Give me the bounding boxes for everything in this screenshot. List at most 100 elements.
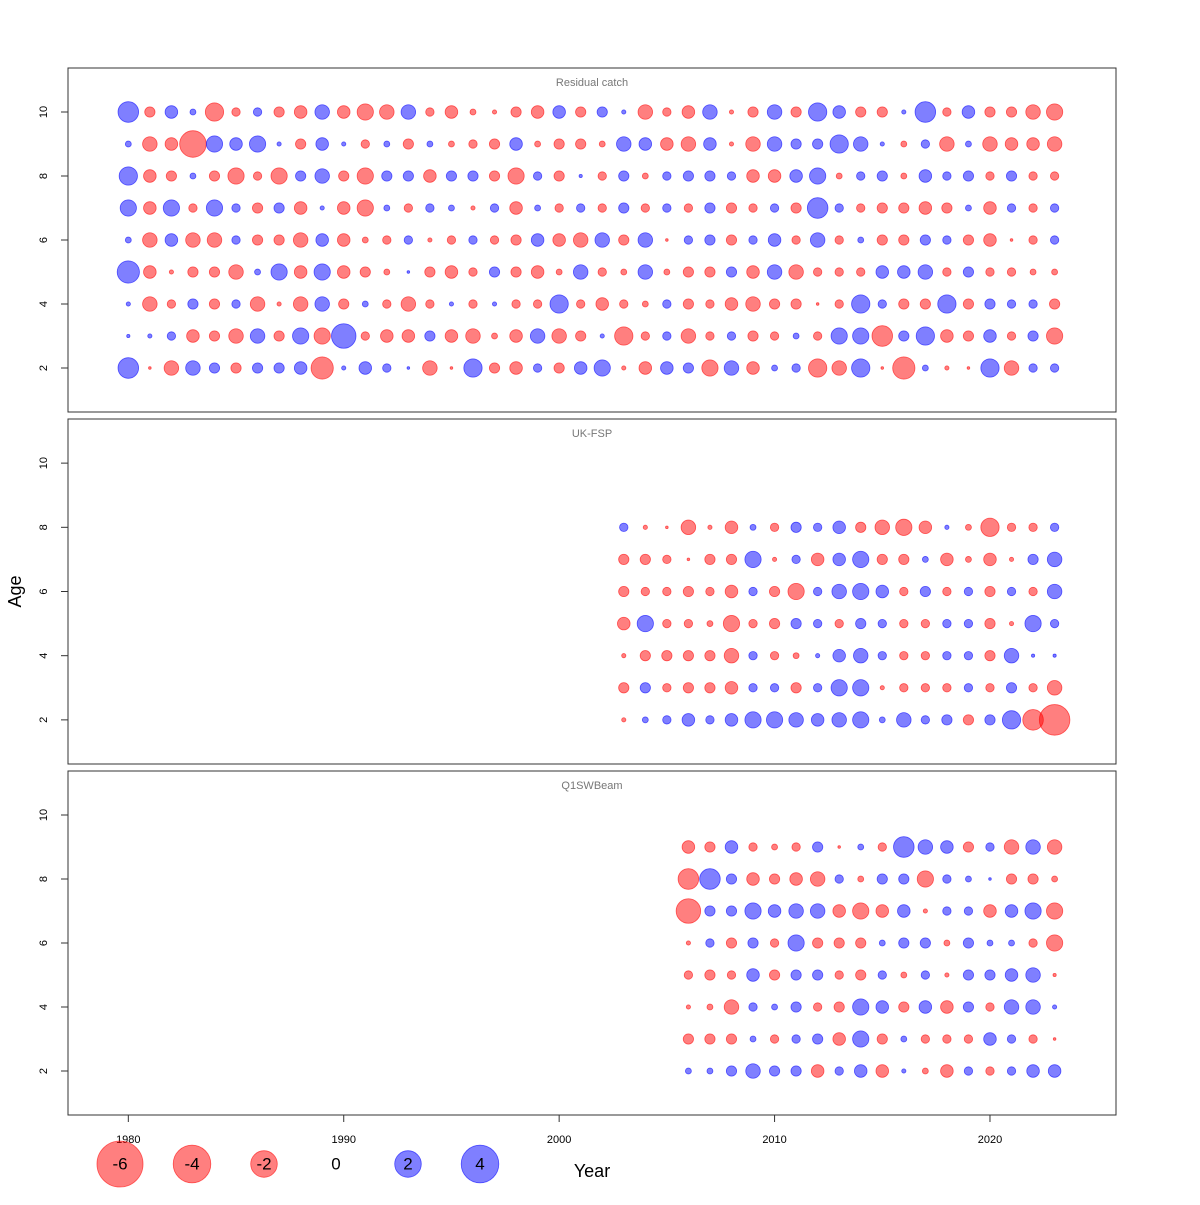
bubble: [728, 141, 734, 147]
y-tick-label: 8: [38, 876, 50, 882]
bubble: [962, 937, 974, 949]
bubble: [315, 137, 329, 151]
bubble: [360, 331, 370, 341]
bubble: [489, 203, 500, 213]
bubble: [598, 140, 606, 148]
bubble: [273, 330, 285, 342]
y-tick-label: 10: [38, 457, 50, 469]
bubble: [310, 356, 334, 380]
bubble: [706, 1067, 714, 1075]
bubble: [835, 172, 843, 180]
bubble: [573, 264, 589, 280]
bubble: [769, 969, 781, 981]
bubble: [832, 1032, 846, 1046]
bubble: [1028, 363, 1038, 373]
bubble: [1003, 648, 1020, 664]
bubble: [1050, 363, 1060, 373]
bubble: [492, 301, 498, 307]
bubble: [748, 235, 758, 245]
bubble: [986, 939, 994, 947]
bubble: [749, 523, 757, 531]
bubble: [228, 264, 244, 280]
bubble: [549, 294, 569, 314]
bubble: [229, 137, 243, 151]
bubble: [468, 139, 478, 149]
bubble: [919, 298, 931, 310]
bubble: [748, 1002, 758, 1012]
bubble: [295, 170, 307, 182]
bubble: [942, 1034, 952, 1044]
bubble: [597, 267, 607, 277]
bubble: [769, 683, 780, 693]
bubble: [875, 1000, 889, 1014]
bubble: [1006, 586, 1017, 597]
bubble: [724, 840, 739, 854]
bubble: [444, 329, 459, 343]
bubble: [704, 969, 716, 981]
bubble: [748, 683, 758, 693]
bubble: [445, 170, 457, 182]
bubble: [724, 584, 739, 599]
bubble: [189, 108, 197, 116]
bubble: [852, 998, 870, 1016]
bubble: [469, 108, 477, 116]
bubble: [855, 937, 867, 949]
bubble: [337, 105, 351, 119]
bubble: [813, 331, 823, 341]
bubble: [769, 1034, 780, 1044]
bubble: [208, 362, 221, 374]
bubble: [534, 204, 541, 212]
bubble: [704, 905, 716, 917]
bubble: [745, 1063, 761, 1079]
bubble: [771, 1003, 778, 1011]
bubble: [748, 618, 758, 629]
bubble: [662, 683, 672, 693]
bubble: [918, 1000, 933, 1014]
bubble: [728, 109, 734, 115]
bubble: [855, 969, 867, 981]
bubble: [963, 906, 974, 916]
bubble: [984, 618, 996, 630]
bubble: [963, 1066, 974, 1076]
bubble: [898, 937, 910, 949]
bubble: [919, 937, 931, 949]
bubble: [876, 106, 888, 118]
bubble: [769, 585, 781, 598]
bubble: [766, 711, 784, 729]
bubble: [509, 361, 523, 375]
y-tick-label: 6: [38, 588, 50, 594]
bubble: [682, 650, 694, 662]
bubble: [980, 358, 1000, 378]
bubble: [919, 585, 931, 598]
bubble: [900, 172, 908, 180]
bubble: [249, 135, 267, 153]
bubble: [293, 201, 308, 215]
bubble: [921, 1067, 929, 1075]
bubble: [640, 203, 650, 213]
bubble: [488, 362, 501, 374]
bubble: [940, 1000, 954, 1014]
bubble: [593, 359, 611, 377]
bubble: [685, 940, 691, 946]
bubble: [852, 327, 870, 345]
y-tick-label: 4: [38, 1004, 50, 1010]
panel-title: Residual catch: [556, 77, 628, 89]
bubble: [618, 202, 630, 214]
bubble: [832, 552, 846, 567]
bubble: [744, 550, 762, 568]
bubble: [746, 265, 760, 279]
bubble: [962, 841, 974, 853]
bubble: [704, 234, 716, 246]
bubble: [900, 140, 908, 148]
bubble: [942, 107, 952, 117]
bubble: [877, 970, 887, 980]
y-tick-label: 6: [38, 237, 50, 243]
bubble: [879, 141, 885, 147]
bubble: [789, 872, 803, 886]
bubble: [1001, 710, 1022, 730]
bubble: [892, 356, 916, 380]
bubble: [920, 715, 930, 725]
bubble: [468, 235, 478, 245]
bubble: [314, 168, 330, 184]
bubble: [402, 138, 414, 150]
